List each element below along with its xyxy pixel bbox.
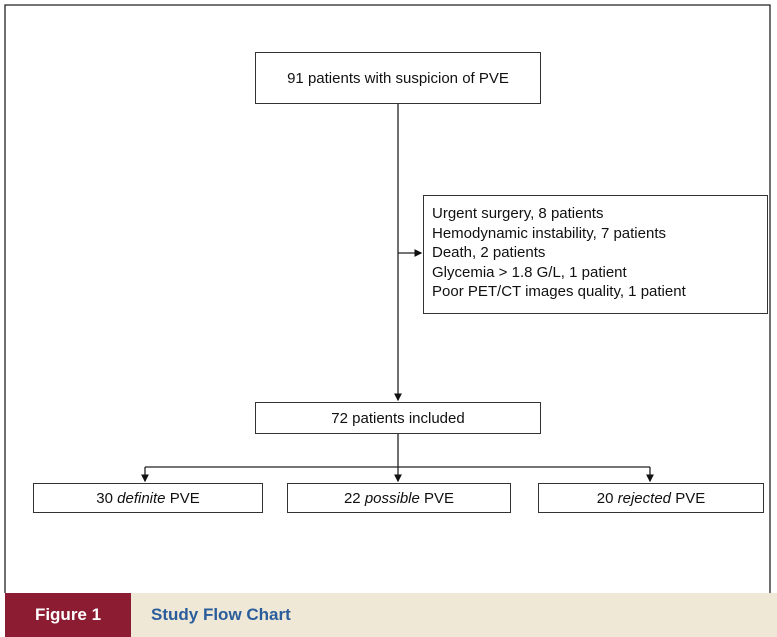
qualifier: rejected — [617, 489, 672, 507]
exclusion: Hemodynamic instability, 7 patients — [432, 224, 666, 242]
exclusion: Glycemia > 1.8 G/L, 1 patient — [432, 263, 627, 281]
count: 22 — [343, 489, 361, 507]
frame — [4, 4, 771, 593]
figure-title: Study Flow Chart — [151, 605, 291, 624]
exclusion: Death, 2 patients — [432, 244, 546, 261]
exclusion: Poor PET/CT images quality, 1 patient — [432, 283, 686, 300]
exclusion-box: Urgent surgery, 8 patients Hemodynamic i… — [423, 195, 768, 314]
outcome: 20 rejected PVE — [538, 483, 764, 513]
outcome: 30 definite PVE — [33, 483, 263, 513]
caption-bar: Figure 1 Study Flow Chart — [5, 593, 777, 637]
node: 72 patients included — [255, 402, 541, 434]
count: 20 — [596, 489, 614, 507]
qualifier: definite — [117, 489, 166, 507]
node: 91 patients with suspicion of PVE — [255, 52, 541, 104]
suffix: PVE — [169, 489, 200, 507]
suffix: PVE — [675, 489, 706, 507]
exclusion: Urgent surgery, 8 patients — [432, 205, 604, 222]
suffix: PVE — [424, 489, 455, 507]
count: 30 — [96, 489, 113, 507]
outcome: 22 possible PVE — [287, 483, 511, 513]
figure-label: Figure 1 — [5, 593, 131, 637]
qualifier: possible — [364, 489, 420, 507]
